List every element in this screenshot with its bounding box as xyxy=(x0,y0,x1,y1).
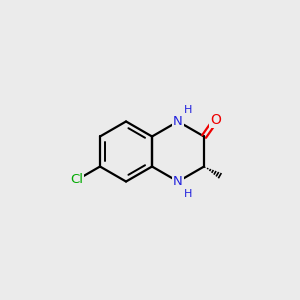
Text: H: H xyxy=(184,189,192,199)
Text: N: N xyxy=(173,175,183,188)
Text: O: O xyxy=(210,113,221,128)
Text: N: N xyxy=(173,115,183,128)
Text: H: H xyxy=(184,105,192,115)
Text: Cl: Cl xyxy=(70,173,83,186)
